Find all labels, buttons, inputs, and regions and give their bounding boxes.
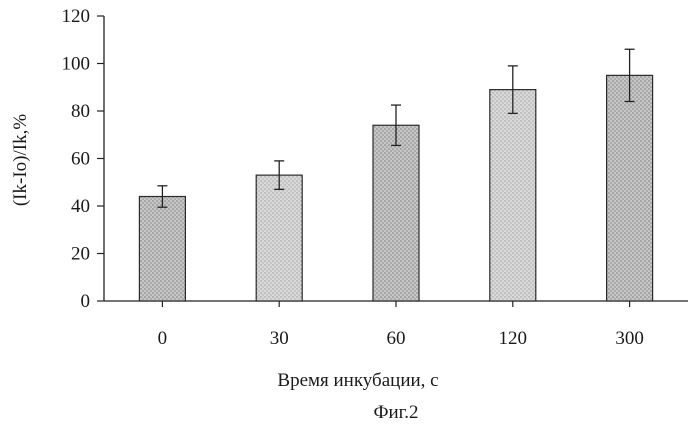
figure-caption: Фиг.2 (373, 402, 418, 423)
y-tick-label: 0 (81, 291, 91, 312)
x-tick-label: 120 (499, 328, 528, 349)
y-axis: 0 20 40 60 80 100 120 (62, 6, 105, 312)
x-tick-label: 300 (615, 328, 644, 349)
bar-30 (256, 175, 302, 301)
x-tick-label: 30 (270, 328, 289, 349)
y-tick-label: 20 (71, 244, 90, 265)
bar-120 (490, 90, 536, 301)
y-tick-label: 80 (71, 101, 90, 122)
y-tick-label: 100 (62, 54, 91, 75)
y-axis-title: (Ik-Io)/Ik,% (10, 114, 31, 206)
bar-300 (607, 75, 653, 301)
y-tick-label: 120 (62, 6, 91, 27)
y-tick-label: 60 (71, 149, 90, 170)
x-tick-label: 0 (158, 328, 168, 349)
bar-60 (373, 125, 419, 301)
y-tick-label: 40 (71, 196, 90, 217)
x-tick-label: 60 (387, 328, 406, 349)
x-axis-title: Время инкубации, с (277, 370, 438, 391)
x-axis: 0 30 60 120 300 (104, 301, 688, 349)
bar-0 (139, 197, 185, 302)
